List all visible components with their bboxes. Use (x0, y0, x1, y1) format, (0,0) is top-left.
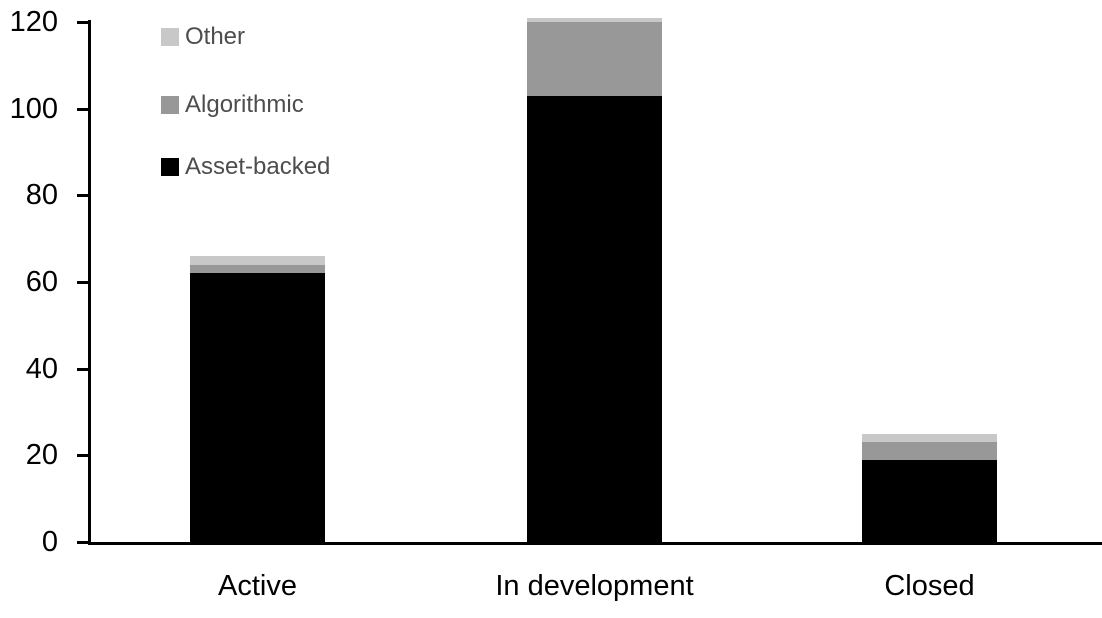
y-tick-label: 0 (41, 526, 58, 558)
y-tick-mark (77, 108, 88, 111)
legend-item-other: Other (161, 25, 245, 49)
y-tick-label: 80 (25, 179, 58, 211)
bar-segment-algorithmic-active (190, 264, 325, 274)
bar-segment-algorithmic-in-development (527, 22, 662, 96)
y-tick-mark (77, 194, 88, 197)
y-tick-mark (77, 454, 88, 457)
bar-segment-asset-backed-in-development (527, 95, 662, 542)
y-tick-mark (77, 281, 88, 284)
x-label-active: Active (218, 570, 297, 602)
legend-swatch-other (161, 28, 179, 46)
bar-segment-asset-backed-closed (862, 459, 997, 542)
legend-label: Algorithmic (185, 91, 304, 118)
bar-segment-other-active (190, 256, 325, 265)
bar-segment-asset-backed-active (190, 273, 325, 542)
legend-label: Asset-backed (185, 153, 331, 180)
x-axis-line (88, 542, 1102, 545)
x-label-in-development: In development (495, 570, 694, 602)
bar-segment-other-closed (862, 433, 997, 443)
legend-label: Other (185, 23, 246, 50)
y-tick-mark (77, 368, 88, 371)
x-label-closed: Closed (884, 570, 975, 602)
y-tick-label: 20 (25, 439, 58, 471)
legend-swatch-algorithmic (161, 96, 179, 114)
bar-segment-algorithmic-closed (862, 442, 997, 460)
y-tick-label: 120 (9, 6, 58, 38)
y-tick-mark (77, 21, 88, 24)
y-tick-label: 40 (25, 353, 58, 385)
legend-item-algorithmic: Algorithmic (161, 93, 304, 117)
y-axis-line (88, 20, 91, 545)
y-tick-label: 100 (9, 93, 58, 125)
y-tick-label: 60 (25, 266, 58, 298)
bar-segment-other-in-development (527, 17, 662, 22)
y-tick-mark (77, 541, 88, 544)
legend-item-asset-backed: Asset-backed (161, 155, 330, 179)
legend-swatch-asset-backed (161, 158, 179, 176)
